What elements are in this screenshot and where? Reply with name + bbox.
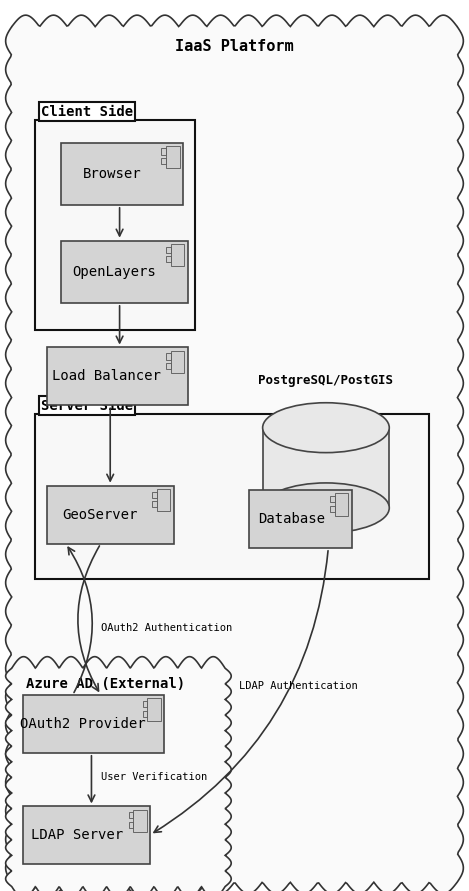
FancyBboxPatch shape (133, 810, 147, 832)
FancyBboxPatch shape (129, 822, 133, 828)
FancyBboxPatch shape (330, 505, 335, 511)
Text: OAuth2 Provider: OAuth2 Provider (20, 717, 145, 731)
Text: OpenLayers: OpenLayers (72, 265, 156, 279)
FancyBboxPatch shape (166, 256, 171, 262)
FancyBboxPatch shape (171, 351, 184, 373)
Text: PostgreSQL/PostGIS: PostgreSQL/PostGIS (258, 373, 393, 387)
FancyBboxPatch shape (143, 710, 147, 716)
FancyBboxPatch shape (152, 501, 157, 507)
FancyBboxPatch shape (335, 494, 348, 516)
Ellipse shape (263, 403, 389, 453)
Text: Azure AD (External): Azure AD (External) (26, 677, 185, 691)
Text: OAuth2 Authentication: OAuth2 Authentication (101, 623, 232, 634)
FancyBboxPatch shape (166, 354, 171, 359)
FancyBboxPatch shape (157, 489, 170, 511)
FancyBboxPatch shape (263, 428, 389, 508)
Polygon shape (6, 657, 231, 891)
FancyBboxPatch shape (35, 414, 429, 579)
FancyBboxPatch shape (23, 695, 164, 753)
FancyBboxPatch shape (161, 158, 166, 164)
FancyBboxPatch shape (249, 490, 352, 548)
Text: Load Balancer: Load Balancer (52, 370, 160, 383)
Ellipse shape (263, 483, 389, 533)
FancyBboxPatch shape (143, 701, 147, 707)
Polygon shape (6, 15, 463, 891)
FancyBboxPatch shape (330, 496, 335, 503)
FancyBboxPatch shape (147, 699, 161, 721)
FancyBboxPatch shape (23, 806, 150, 864)
FancyBboxPatch shape (166, 146, 180, 168)
FancyBboxPatch shape (47, 347, 188, 405)
FancyBboxPatch shape (171, 244, 184, 266)
FancyBboxPatch shape (166, 363, 171, 369)
Text: Database: Database (258, 512, 325, 526)
FancyBboxPatch shape (35, 120, 195, 330)
Text: LDAP Authentication: LDAP Authentication (239, 681, 358, 691)
Text: User Verification: User Verification (101, 772, 207, 782)
FancyBboxPatch shape (47, 486, 174, 544)
Text: Server Side: Server Side (41, 398, 133, 413)
FancyBboxPatch shape (61, 241, 188, 303)
FancyBboxPatch shape (152, 492, 157, 497)
FancyBboxPatch shape (61, 143, 183, 205)
Text: GeoServer: GeoServer (62, 508, 138, 521)
FancyBboxPatch shape (129, 813, 133, 818)
FancyBboxPatch shape (166, 247, 171, 253)
FancyBboxPatch shape (161, 149, 166, 154)
Text: LDAP Server: LDAP Server (30, 829, 123, 842)
Text: IaaS Platform: IaaS Platform (175, 39, 294, 53)
Text: Browser: Browser (83, 167, 142, 181)
Text: Client Side: Client Side (41, 104, 133, 119)
